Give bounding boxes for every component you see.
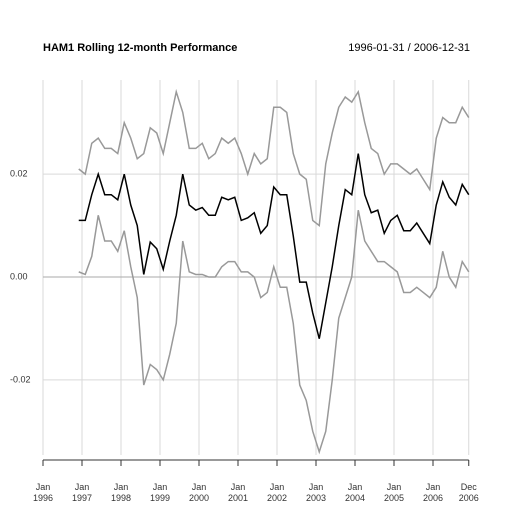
chart-subtitle: 1996-01-31 / 2006-12-31 (348, 42, 470, 54)
y-tick-label: 0.02 (10, 169, 28, 179)
chart-title: HAM1 Rolling 12-month Performance (43, 42, 237, 54)
x-tick-label: Jan 2002 (266, 482, 288, 503)
x-tick-label: Jan 1997 (71, 482, 93, 503)
series-line (78, 153, 470, 339)
series-line (78, 88, 470, 228)
x-tick-label: Jan 1996 (32, 482, 54, 503)
y-tick-label: 0.00 (10, 271, 28, 281)
x-tick-label: Jan 2005 (383, 482, 405, 503)
x-tick-label: Jan 2004 (344, 482, 366, 503)
x-tick-label: Jan 1999 (149, 482, 171, 503)
x-tick-label: Jan 2001 (227, 482, 249, 503)
x-tick-label: Jan 2000 (188, 482, 210, 503)
x-tick-label: Jan 1998 (110, 482, 132, 503)
x-tick-label: Dec 2006 (458, 482, 479, 503)
y-tick-label: -0.02 (10, 374, 31, 384)
x-tick-label: Jan 2003 (305, 482, 327, 503)
series-line (78, 209, 470, 455)
x-tick-label: Jan 2006 (422, 482, 444, 503)
